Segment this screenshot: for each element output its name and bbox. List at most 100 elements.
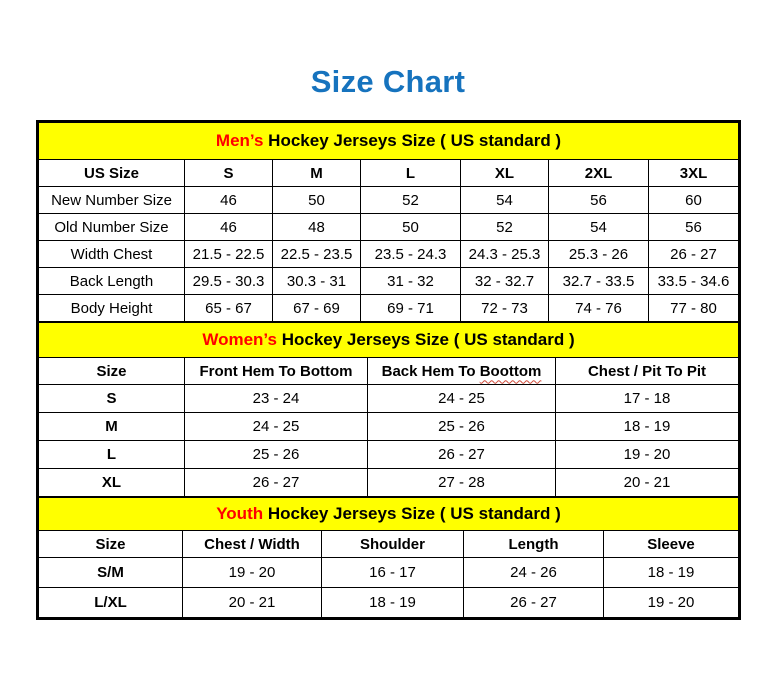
table-row: XL 26 - 27 27 - 28 20 - 21: [38, 468, 739, 497]
table-row: US Size S M L XL 2XL 3XL: [38, 159, 739, 187]
table-cell: 16 - 17: [321, 557, 464, 588]
table-cell: 32.7 - 33.5: [548, 267, 649, 295]
womens-size-table: Women’s Hockey Jerseys Size ( US standar…: [38, 322, 739, 497]
table-cell: 48: [272, 213, 361, 241]
womens-banner-highlight: Women’s: [202, 330, 277, 349]
spellcheck-squiggle-word: Boottom: [479, 362, 542, 380]
mens-banner: Men’s Hockey Jerseys Size ( US standard …: [38, 122, 739, 160]
table-cell: 19 - 20: [555, 440, 739, 469]
table-cell: 27 - 28: [367, 468, 556, 497]
youth-row-label: S/M: [38, 557, 183, 588]
table-row: S/M 19 - 20 16 - 17 24 - 26 18 - 19: [38, 557, 739, 588]
mens-banner-highlight: Men’s: [215, 131, 264, 150]
mens-row-label: Old Number Size: [38, 213, 185, 241]
youth-row-label: L/XL: [38, 587, 183, 618]
mens-column-header: 2XL: [548, 159, 649, 187]
womens-banner: Women’s Hockey Jerseys Size ( US standar…: [38, 322, 739, 358]
table-cell: 26 - 27: [184, 468, 368, 497]
womens-row-label: M: [38, 412, 185, 441]
table-cell: 46: [184, 186, 273, 214]
table-cell: 69 - 71: [360, 294, 461, 322]
table-cell: 23 - 24: [184, 384, 368, 413]
table-cell: 24.3 - 25.3: [460, 240, 549, 268]
table-cell: 65 - 67: [184, 294, 273, 322]
table-row: Women’s Hockey Jerseys Size ( US standar…: [38, 322, 739, 358]
youth-column-header: Sleeve: [603, 530, 739, 558]
table-cell: 26 - 27: [367, 440, 556, 469]
table-cell: 24 - 25: [367, 384, 556, 413]
mens-banner-rest: Hockey Jerseys Size ( US standard ): [263, 131, 562, 150]
table-cell: 26 - 27: [463, 587, 604, 618]
table-cell: 19 - 20: [182, 557, 322, 588]
table-cell: 24 - 26: [463, 557, 604, 588]
table-cell: 21.5 - 22.5: [184, 240, 273, 268]
womens-row-label: S: [38, 384, 185, 413]
mens-column-header: XL: [460, 159, 549, 187]
table-cell: 18 - 19: [555, 412, 739, 441]
youth-column-header: Shoulder: [321, 530, 464, 558]
table-cell: 31 - 32: [360, 267, 461, 295]
table-cell: 72 - 73: [460, 294, 549, 322]
table-cell: 25.3 - 26: [548, 240, 649, 268]
table-cell: 22.5 - 23.5: [272, 240, 361, 268]
table-cell: 25 - 26: [184, 440, 368, 469]
table-cell: 60: [648, 186, 739, 214]
youth-column-header: Chest / Width: [182, 530, 322, 558]
table-cell: 56: [548, 186, 649, 214]
table-row: Size Front Hem To Bottom Back Hem To Boo…: [38, 357, 739, 385]
table-cell: 17 - 18: [555, 384, 739, 413]
table-row: Youth Hockey Jerseys Size ( US standard …: [38, 497, 739, 531]
table-cell: 18 - 19: [603, 557, 739, 588]
table-cell: 30.3 - 31: [272, 267, 361, 295]
youth-column-header: Length: [463, 530, 604, 558]
mens-row-label: Body Height: [38, 294, 185, 322]
table-cell: 77 - 80: [648, 294, 739, 322]
mens-column-header: S: [184, 159, 273, 187]
table-cell: 52: [360, 186, 461, 214]
womens-row-label: XL: [38, 468, 185, 497]
table-row: Back Length 29.5 - 30.3 30.3 - 31 31 - 3…: [38, 267, 739, 295]
table-cell: 46: [184, 213, 273, 241]
table-row: M 24 - 25 25 - 26 18 - 19: [38, 412, 739, 441]
table-row: L/XL 20 - 21 18 - 19 26 - 27 19 - 20: [38, 587, 739, 618]
table-row: L 25 - 26 26 - 27 19 - 20: [38, 440, 739, 469]
youth-column-header: Size: [38, 530, 183, 558]
table-cell: 29.5 - 30.3: [184, 267, 273, 295]
table-row: Old Number Size 46 48 50 52 54 56: [38, 213, 739, 241]
womens-column-header: Front Hem To Bottom: [184, 357, 368, 385]
table-row: Size Chest / Width Shoulder Length Sleev…: [38, 530, 739, 558]
youth-size-table: Youth Hockey Jerseys Size ( US standard …: [38, 497, 739, 618]
table-cell: 33.5 - 34.6: [648, 267, 739, 295]
table-cell: 26 - 27: [648, 240, 739, 268]
table-cell: 19 - 20: [603, 587, 739, 618]
table-cell: 50: [272, 186, 361, 214]
table-cell: 50: [360, 213, 461, 241]
womens-row-label: L: [38, 440, 185, 469]
size-chart-sheet: Men’s Hockey Jerseys Size ( US standard …: [36, 120, 741, 620]
table-row: Width Chest 21.5 - 22.5 22.5 - 23.5 23.5…: [38, 240, 739, 268]
page-title: Size Chart: [310, 64, 466, 99]
youth-banner-highlight: Youth: [216, 504, 264, 523]
mens-row-label: New Number Size: [38, 186, 185, 214]
table-cell: 20 - 21: [182, 587, 322, 618]
womens-column-header-misspelled: Back Hem To Boottom: [367, 357, 556, 385]
table-cell: 32 - 32.7: [460, 267, 549, 295]
mens-column-header: M: [272, 159, 361, 187]
table-row: S 23 - 24 24 - 25 17 - 18: [38, 384, 739, 413]
mens-column-header: 3XL: [648, 159, 739, 187]
youth-banner-rest: Hockey Jerseys Size ( US standard ): [263, 504, 561, 523]
table-cell: 54: [460, 186, 549, 214]
mens-column-header: L: [360, 159, 461, 187]
table-cell: 52: [460, 213, 549, 241]
table-cell: 23.5 - 24.3: [360, 240, 461, 268]
youth-banner: Youth Hockey Jerseys Size ( US standard …: [38, 497, 739, 531]
mens-column-header: US Size: [38, 159, 185, 187]
table-cell: 67 - 69: [272, 294, 361, 322]
table-cell: 74 - 76: [548, 294, 649, 322]
mens-size-table: Men’s Hockey Jerseys Size ( US standard …: [38, 122, 739, 322]
mens-row-label: Back Length: [38, 267, 185, 295]
table-cell: 54: [548, 213, 649, 241]
table-cell: 24 - 25: [184, 412, 368, 441]
table-cell: 25 - 26: [367, 412, 556, 441]
